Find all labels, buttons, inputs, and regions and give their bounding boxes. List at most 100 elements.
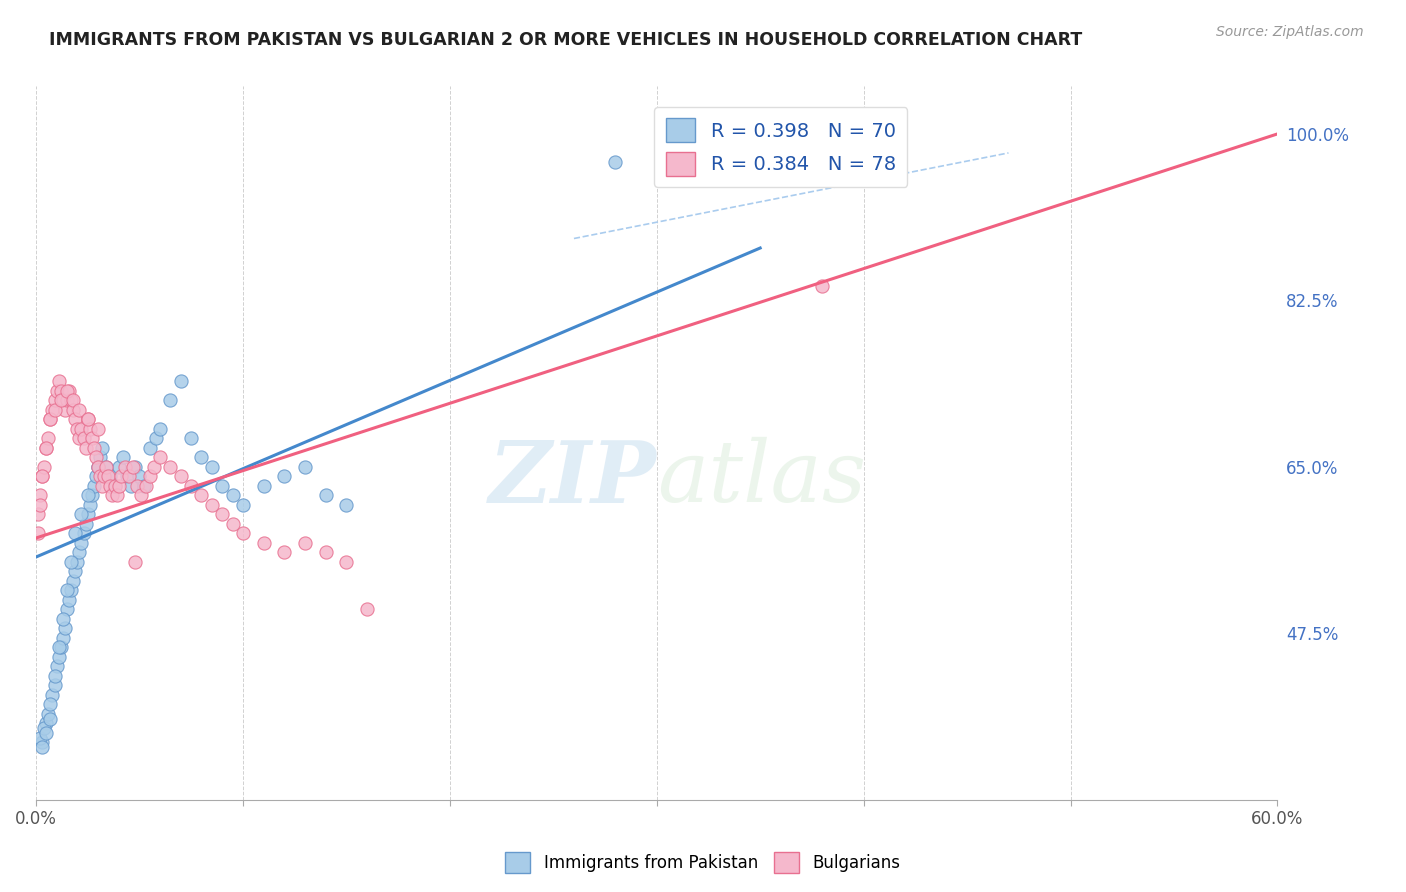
Point (87, 422, 110, 436)
Point (66, 422, 89, 436)
Point (52, 612, 75, 626)
Point (89, 469, 111, 483)
Point (170, 374, 193, 388)
Point (52, 631, 75, 645)
Point (149, 422, 172, 436)
Point (211, 508, 233, 522)
Point (124, 459, 146, 474)
Point (100, 469, 122, 483)
Point (107, 459, 129, 474)
Point (135, 479, 157, 493)
Point (53, 621, 76, 635)
Point (35, 716, 58, 731)
Point (335, 555, 357, 569)
Point (87, 459, 110, 474)
Point (62, 574, 84, 588)
Point (91, 441, 114, 455)
Point (79, 498, 101, 512)
Point (27, 508, 49, 522)
Point (49, 384, 72, 398)
Point (44, 393, 66, 408)
Point (139, 441, 162, 455)
Point (60, 583, 83, 598)
Text: ZIP: ZIP (489, 437, 657, 520)
Point (118, 469, 141, 483)
Point (62, 402, 84, 417)
Point (103, 479, 125, 493)
Point (56, 602, 79, 616)
Point (76, 412, 98, 426)
Point (232, 498, 254, 512)
Point (48, 640, 70, 655)
Point (221, 488, 243, 502)
Text: Source: ZipAtlas.com: Source: ZipAtlas.com (1216, 25, 1364, 39)
Point (149, 450, 172, 465)
Point (53, 402, 76, 417)
Point (65, 526, 87, 541)
Point (201, 498, 224, 512)
Point (180, 431, 202, 445)
Point (221, 516, 243, 531)
Point (89, 450, 111, 465)
Point (232, 526, 254, 541)
Point (67, 545, 90, 559)
Point (128, 469, 150, 483)
Point (35, 441, 58, 455)
Point (132, 479, 155, 493)
Point (60, 555, 83, 569)
Point (159, 459, 181, 474)
Point (27, 526, 49, 541)
Point (72, 431, 94, 445)
Point (65, 564, 87, 578)
Point (101, 488, 124, 502)
Point (70, 422, 93, 436)
Point (84, 450, 107, 465)
Point (145, 431, 167, 445)
Point (60, 393, 83, 408)
Point (32, 459, 55, 474)
Point (96, 459, 118, 474)
Point (91, 479, 114, 493)
Point (30, 731, 52, 745)
Point (122, 459, 145, 474)
Point (56, 393, 79, 408)
Point (159, 393, 181, 408)
Point (49, 393, 72, 408)
Point (105, 488, 128, 502)
Point (180, 479, 202, 493)
Point (75, 441, 97, 455)
Point (45, 659, 67, 673)
Point (30, 488, 52, 502)
Point (31, 740, 53, 755)
Legend: R = 0.398   N = 70, R = 0.384   N = 78: R = 0.398 N = 70, R = 0.384 N = 78 (654, 107, 907, 187)
Point (201, 459, 224, 474)
Point (72, 526, 94, 541)
Point (273, 545, 295, 559)
Point (120, 479, 142, 493)
Point (44, 669, 66, 683)
Point (79, 422, 101, 436)
Point (190, 450, 212, 465)
Point (31, 735, 53, 749)
Point (41, 402, 63, 417)
Point (83, 441, 105, 455)
Point (31, 469, 53, 483)
Point (124, 555, 146, 569)
Point (115, 469, 138, 483)
Point (76, 508, 98, 522)
Point (252, 479, 274, 493)
Point (58, 384, 80, 398)
Point (96, 459, 118, 474)
Point (41, 688, 63, 702)
Point (80, 431, 103, 445)
Point (211, 479, 233, 493)
Point (56, 583, 79, 598)
Point (56, 384, 79, 398)
Point (80, 488, 103, 502)
Legend: Immigrants from Pakistan, Bulgarians: Immigrants from Pakistan, Bulgarians (499, 846, 907, 880)
Point (87, 459, 110, 474)
Point (49, 640, 72, 655)
Point (294, 459, 316, 474)
Point (58, 592, 80, 607)
Point (87, 459, 110, 474)
